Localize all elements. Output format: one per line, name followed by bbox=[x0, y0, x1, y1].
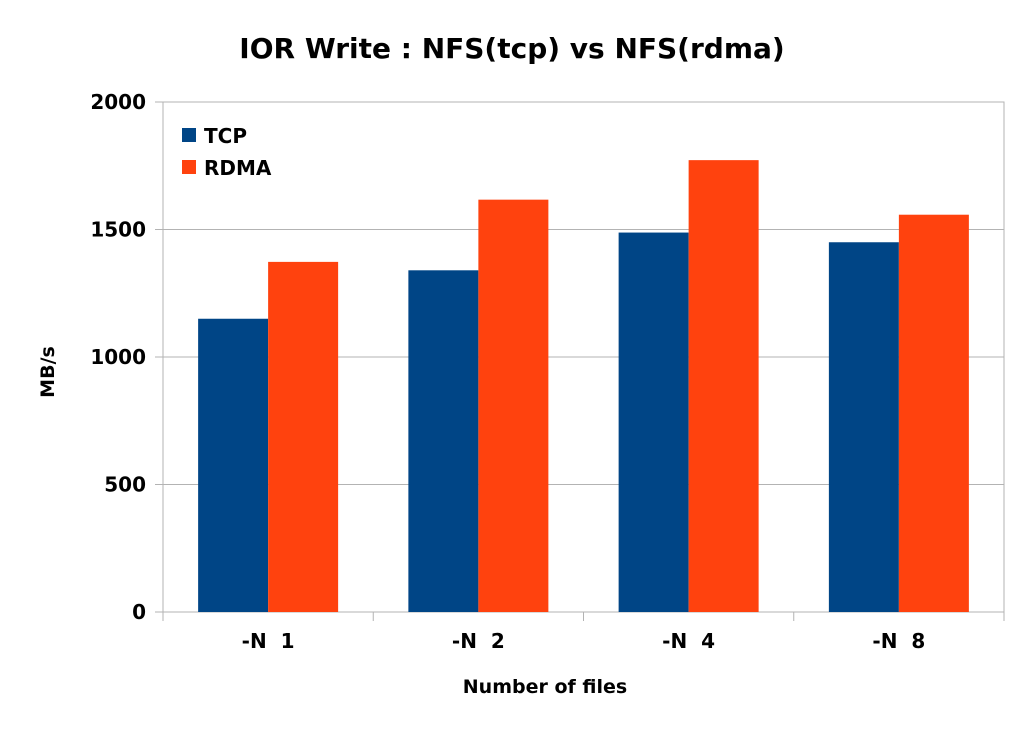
x-tick-label: -N 1 bbox=[242, 629, 295, 653]
bar-rdma bbox=[478, 199, 549, 613]
legend-swatch-tcp bbox=[182, 128, 196, 142]
bar-rdma bbox=[898, 214, 969, 612]
bar-tcp bbox=[828, 242, 899, 612]
legend-swatch-rdma bbox=[182, 160, 196, 174]
legend-label-tcp: TCP bbox=[204, 124, 247, 148]
y-axis-label: MB/s bbox=[37, 346, 59, 398]
x-tick-label: -N 2 bbox=[452, 629, 505, 653]
chart-title: IOR Write : NFS(tcp) vs NFS(rdma) bbox=[239, 32, 784, 65]
x-tick-label: -N 8 bbox=[872, 629, 925, 653]
bar-tcp bbox=[408, 270, 479, 612]
bar-tcp bbox=[618, 232, 689, 612]
legend-label-rdma: RDMA bbox=[204, 156, 272, 180]
y-tick-label: 0 bbox=[132, 600, 146, 624]
bar-rdma bbox=[268, 261, 339, 612]
bar-tcp bbox=[198, 318, 269, 612]
legend: TCP RDMA bbox=[182, 124, 272, 180]
y-tick-label: 1500 bbox=[90, 218, 146, 242]
x-axis-label: Number of files bbox=[463, 676, 627, 698]
axes: 0 500 1000 1500 2000 -N 1 -N 2 -N 4 -N 8 bbox=[90, 90, 1005, 653]
bars bbox=[198, 160, 969, 613]
bar-rdma bbox=[688, 160, 759, 612]
y-tick-label: 1000 bbox=[90, 345, 146, 369]
x-tick-label: -N 4 bbox=[662, 629, 715, 653]
y-tick-label: 2000 bbox=[90, 90, 146, 114]
y-tick-label: 500 bbox=[104, 473, 146, 497]
